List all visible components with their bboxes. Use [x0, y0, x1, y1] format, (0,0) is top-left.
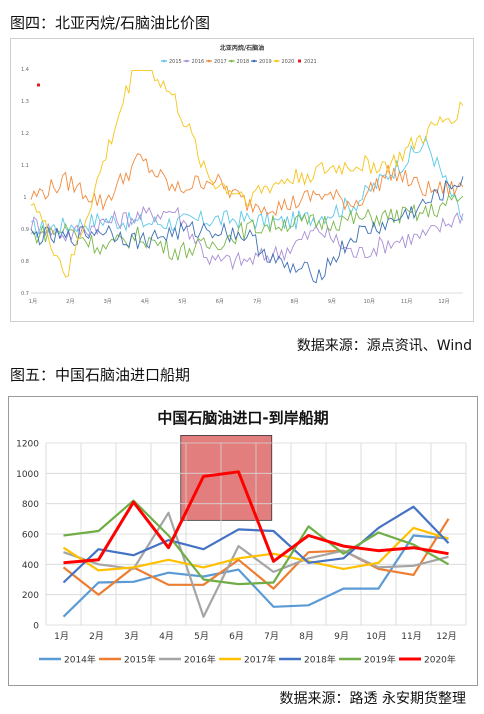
chart1-x-tick: 3月 [104, 299, 112, 305]
legend-label-2019年: 2019年 [364, 654, 396, 666]
series-line-2020 [30, 70, 464, 278]
series-line-2014年 [62, 534, 449, 618]
chart2-x-tick: 9月 [334, 631, 349, 642]
legend-label-2020: 2020 [282, 59, 295, 65]
chart1-y-tick: 0.7 [21, 291, 29, 297]
series-line-2015年 [62, 518, 450, 596]
figure4-caption: 图四：北亚丙烷/石脑油比价图 [10, 14, 211, 32]
chart1-x-tick: 12月 [438, 299, 449, 305]
chart2-x-tick: 12月 [436, 631, 456, 642]
chart2-x-tick: 8月 [299, 631, 314, 642]
chart2-title: 中国石脑油进口-到岸船期 [157, 409, 328, 427]
chart1-x-tick: 6月 [216, 299, 224, 305]
chart2-x-tick: 6月 [229, 631, 244, 642]
chart1-y-tick: 1 [23, 195, 26, 201]
legend-label-2015年: 2015年 [124, 654, 156, 666]
chart2-y-tick: 200 [22, 591, 39, 601]
chart2-y-tick: 400 [22, 561, 39, 571]
figure5-caption: 图五：中国石脑油进口船期 [10, 366, 191, 384]
chart1-x-tick: 1月 [29, 299, 37, 305]
legend-label-2021: 2021 [304, 59, 317, 65]
legend-label-2018: 2018 [237, 59, 250, 65]
series-point-2021 [37, 83, 40, 87]
chart2-x-tick: 7月 [264, 631, 279, 642]
highlight-box [180, 435, 273, 521]
legend-marker-2021 [298, 59, 301, 63]
chart1-title: 北亚丙烷/石脑油 [220, 44, 264, 52]
legend-label-2014年: 2014年 [64, 654, 96, 666]
chart2-y-tick: 1200 [16, 440, 39, 450]
chart1-x-tick: 10月 [364, 299, 375, 305]
series-line-2016 [30, 205, 464, 271]
chart2-x-tick: 4月 [159, 631, 174, 642]
legend-label-2017: 2017 [214, 59, 227, 65]
legend-label-2020年: 2020年 [424, 654, 456, 666]
legend-label-2015: 2015 [169, 59, 182, 65]
series-line-2015 [30, 135, 464, 239]
chart1-y-tick: 1.2 [21, 131, 29, 137]
chart2-y-tick: 600 [22, 531, 39, 541]
chart1-y-tick: 1.1 [21, 163, 29, 169]
naphtha-import-chart: 中国石脑油进口-到岸船期 0 200 400 600 800 1000 1200 1月 2月 3月 4… [8, 396, 478, 686]
propane-naphtha-ratio-chart: 北亚丙烷/石脑油 2015 2016 2017 2018 2019 2020 2021 0.7 0… [10, 38, 474, 322]
propane-naphtha-ratio-svg: 北亚丙烷/石脑油 2015 2016 2017 2018 2019 2020 2021 0.7 0… [21, 44, 464, 305]
chart1-x-tick: 7月 [253, 299, 261, 305]
series-line-2019年 [63, 499, 450, 586]
series-line-2018年 [62, 505, 450, 584]
chart2-x-tick: 1月 [54, 631, 69, 642]
chart2-x-tick: 11月 [401, 631, 421, 642]
legend-label-2017年: 2017年 [244, 654, 276, 666]
chart2-y-tick: 0 [33, 622, 39, 632]
legend-label-2016: 2016 [192, 59, 205, 65]
chart1-x-tick: 11月 [401, 299, 412, 305]
chart2-x-tick: 3月 [124, 631, 139, 642]
series-line-2019 [30, 176, 464, 284]
chart1-x-tick: 8月 [290, 299, 298, 305]
chart1-y-tick: 0.9 [21, 227, 29, 233]
chart2-y-tick: 1000 [16, 470, 39, 480]
chart1-x-tick: 9月 [328, 299, 336, 305]
legend-label-2019: 2019 [259, 59, 272, 65]
series-line-2017年 [62, 526, 449, 572]
chart1-x-tick: 5月 [178, 299, 186, 305]
chart2-x-tick: 2月 [89, 631, 104, 642]
legend-label-2016年: 2016年 [184, 654, 216, 666]
chart1-y-tick: 1.3 [21, 99, 29, 105]
series-line-2018 [30, 194, 464, 261]
chart1-x-tick: 2月 [66, 299, 74, 305]
figure5-source: 数据来源：路透 永安期货整理 [279, 691, 466, 707]
legend-label-2018年: 2018年 [304, 654, 336, 666]
series-line-2017 [30, 153, 464, 217]
naphtha-import-svg: 中国石脑油进口-到岸船期 0 200 400 600 800 1000 1200 1月 2月 3月 4… [16, 409, 467, 666]
figure4-source: 数据来源：源点资讯、Wind [296, 338, 472, 354]
chart1-y-tick: 1.4 [21, 67, 29, 73]
chart2-x-tick: 10月 [366, 631, 386, 642]
chart1-y-tick: 0.8 [21, 259, 29, 265]
chart2-x-tick: 5月 [194, 631, 209, 642]
chart1-x-tick: 4月 [141, 299, 149, 305]
series-line-2020年 [63, 470, 449, 565]
chart2-y-tick: 800 [22, 500, 39, 510]
